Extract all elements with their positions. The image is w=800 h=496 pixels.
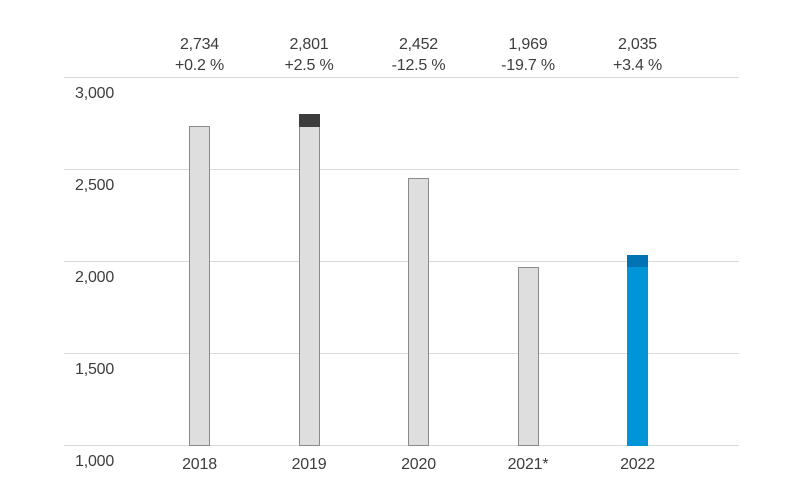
bar-change-2021: -19.7 %	[501, 57, 555, 74]
bar-change-2020: -12.5 %	[391, 57, 446, 74]
gridline-2000	[64, 261, 739, 262]
y-tick-label-1000: 1,000	[75, 453, 115, 470]
bar-growth-cap-2019	[298, 113, 320, 127]
bar-value-2020: 2,452	[398, 36, 439, 53]
y-tick-label-3000: 3,000	[75, 85, 115, 102]
bar-2021	[517, 266, 539, 446]
bar-value-2022: 2,035	[617, 36, 658, 53]
bar-growth-cap-2022	[627, 254, 648, 267]
x-label-2021: 2021*	[507, 456, 549, 473]
bar-change-2019: +2.5 %	[284, 57, 334, 74]
bar-value-2018: 2,734	[179, 36, 220, 53]
gridline-1000	[64, 445, 739, 446]
value-label-2020: 2,452 -12.5 %	[359, 34, 479, 76]
bar-value-2019: 2,801	[289, 36, 329, 53]
y-tick-label-2000: 2,000	[75, 269, 115, 286]
bar-change-2022: +3.4 %	[612, 57, 663, 74]
x-label-2020: 2020	[401, 456, 436, 473]
x-label-2019: 2019	[291, 456, 327, 473]
y-tick-label-1500: 1,500	[75, 361, 115, 378]
bar-2022	[627, 254, 648, 446]
x-label-2018: 2018	[182, 456, 217, 473]
bar-value-2021: 1,969	[508, 36, 548, 53]
bar-change-2018: +0.2 %	[174, 57, 225, 74]
value-label-2022: 2,035 +3.4 %	[578, 34, 698, 76]
bar-2018	[189, 125, 210, 446]
value-label-2019: 2,801 +2.5 %	[249, 34, 369, 76]
x-label-2022: 2022	[620, 456, 655, 473]
bar-2019	[298, 113, 320, 446]
gridline-2500	[64, 169, 739, 170]
value-label-2021: 1,969 -19.7 %	[468, 34, 588, 76]
gridline-3000	[64, 77, 739, 78]
bar-2020	[408, 177, 429, 446]
value-label-2018: 2,734 +0.2 %	[140, 34, 260, 76]
y-tick-label-2500: 2,500	[75, 177, 115, 194]
gridline-1500	[64, 353, 739, 354]
